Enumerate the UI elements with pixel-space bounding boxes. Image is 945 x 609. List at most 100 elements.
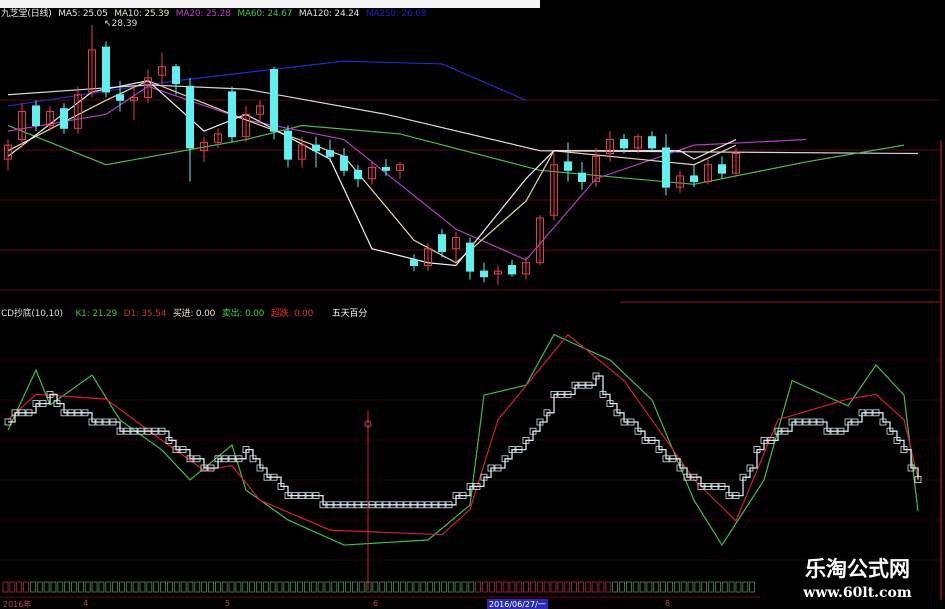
signal-strip-cell — [598, 581, 605, 593]
signal-strip-cell — [434, 581, 440, 593]
step-box — [235, 455, 243, 463]
signal-strip-cell — [132, 581, 139, 593]
step-box — [39, 400, 47, 408]
step-box — [74, 409, 82, 417]
step-box — [746, 464, 754, 472]
candle-up — [536, 217, 544, 264]
step-box — [669, 455, 677, 463]
step-box — [515, 446, 523, 454]
signal-strip-cell — [680, 581, 687, 593]
step-box — [886, 427, 894, 435]
price-legend: 九芝堂(日线) MA5: 25.05 MA10: 25.39 MA20: 25.… — [1, 6, 430, 19]
d1-label: D1: 35.54 — [123, 309, 167, 319]
step-box — [571, 381, 579, 389]
step-box — [480, 473, 488, 481]
step-box — [767, 436, 775, 444]
step-box — [277, 482, 285, 490]
signal-strip-cell — [276, 581, 283, 593]
candle-up — [396, 164, 404, 171]
candle-down — [382, 167, 390, 171]
step-box — [347, 501, 355, 509]
step-box — [774, 427, 782, 435]
signal-strip-cell — [742, 581, 749, 593]
ma-line-ma20 — [7, 85, 807, 261]
candle-down — [718, 164, 726, 174]
step-box — [522, 436, 530, 444]
step-box — [389, 501, 397, 509]
candle-down — [690, 175, 698, 183]
step-box — [655, 446, 663, 454]
step-box — [291, 492, 299, 500]
step-box — [592, 372, 600, 380]
candle-up — [74, 94, 82, 129]
signal-strip-cell — [57, 581, 64, 593]
signal-strip-cell — [441, 581, 447, 593]
five-day-label: 五天百分 — [331, 309, 368, 319]
signal-strip-cell — [509, 581, 516, 593]
stock-name: 九芝堂(日线) — [1, 9, 52, 19]
signal-strip-cell — [619, 581, 625, 593]
step-box — [662, 455, 670, 463]
signal-strip-cell — [43, 581, 50, 593]
signal-strip-cell — [180, 581, 187, 593]
step-box — [172, 446, 180, 454]
signal-strip-cell — [571, 581, 577, 593]
signal-strip-cell — [482, 581, 488, 593]
candle-up — [256, 105, 264, 115]
signal-strip-cell — [71, 581, 77, 593]
signal-strip-cell — [201, 581, 207, 593]
step-box — [179, 446, 187, 454]
step-box — [368, 501, 376, 509]
signal-strip-cell — [701, 581, 708, 593]
k1-label: K1: 21.29 — [75, 309, 117, 319]
step-box — [823, 427, 831, 435]
candle-down — [340, 155, 348, 171]
signal-strip-cell — [290, 581, 297, 593]
step-box — [536, 418, 544, 426]
signal-strip-cell — [153, 581, 160, 593]
signal-strip-cell — [584, 581, 591, 593]
step-box — [732, 492, 740, 500]
signal-strip-cell — [639, 581, 646, 593]
signal-strip-cell — [187, 581, 194, 593]
signal-strip-cell — [605, 581, 612, 593]
signal-strip-cell — [352, 581, 358, 593]
high-price-value: 28.39 — [111, 19, 138, 29]
step-box — [473, 482, 481, 490]
signal-strip-cell — [715, 581, 721, 593]
signal-strip-cell — [660, 581, 666, 593]
signal-strip-cell — [694, 581, 701, 593]
signal-strip-cell — [215, 581, 221, 593]
ma60-label: MA60: 24.67 — [237, 9, 293, 19]
signal-strip-cell — [379, 581, 386, 593]
candle-up — [130, 97, 138, 101]
signal-strip-cell — [708, 581, 714, 593]
step-box — [144, 427, 152, 435]
signal-strip-cell — [632, 581, 639, 593]
step-box — [214, 455, 222, 463]
ma5-label: MA5: 25.05 — [58, 9, 108, 19]
signal-strip-cell — [297, 581, 303, 593]
signal-strip-cell — [146, 581, 153, 593]
candle-down — [312, 144, 320, 152]
signal-strip-cell — [256, 581, 262, 593]
candle-down — [60, 108, 68, 129]
step-box — [186, 455, 194, 463]
signal-strip-cell — [625, 581, 632, 593]
candle-down — [564, 161, 572, 171]
step-box — [326, 501, 334, 509]
candle-down — [508, 265, 516, 275]
step-box — [788, 418, 796, 426]
candle-up — [732, 153, 740, 174]
step-box — [60, 409, 68, 417]
signal-strip-cell — [612, 581, 619, 593]
step-box — [900, 446, 908, 454]
signal-strip-cell — [667, 581, 673, 593]
indicator-name[interactable]: CD抄底(10,10) — [1, 309, 63, 319]
signal-strip-cell — [112, 581, 118, 593]
step-box — [459, 492, 467, 500]
high-price-marker: ↖28.39 — [104, 19, 138, 29]
candle-up — [144, 77, 152, 99]
oversold-label: 超跌: 0.00 — [270, 309, 314, 319]
